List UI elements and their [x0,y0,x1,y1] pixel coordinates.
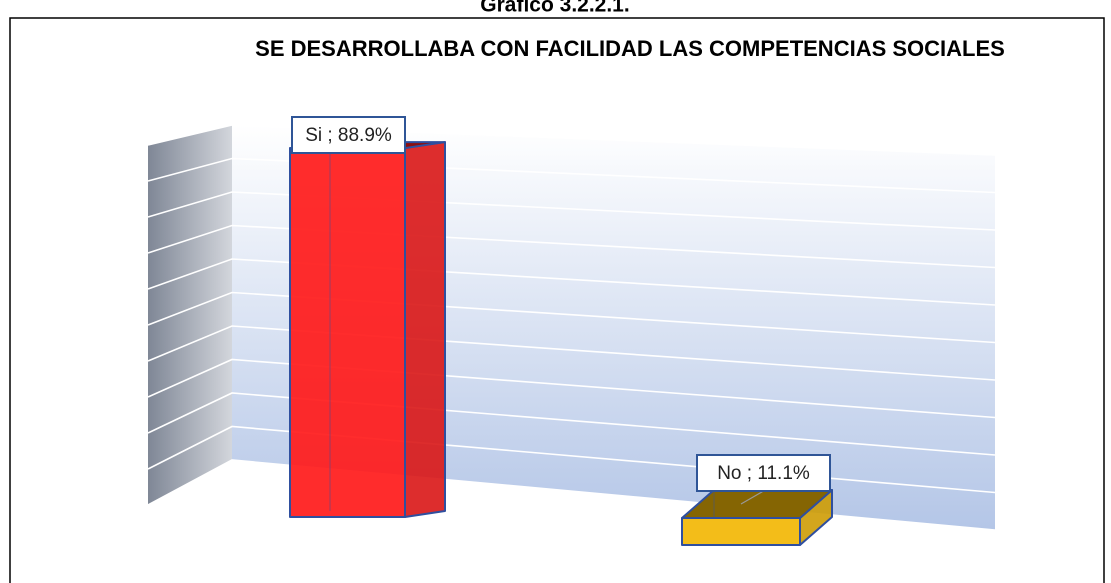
bar [681,489,833,546]
chart-title: SE DESARROLLABA CON FACILIDAD LAS COMPET… [255,36,1005,61]
grid-line [147,157,996,194]
grid-line [147,224,996,269]
label-box [291,116,406,154]
side-wall [148,125,232,505]
bar-front [289,147,406,518]
bar [289,141,446,518]
grid-line [147,258,996,306]
grid-line [147,392,996,456]
data-label: No ; 11.1% [717,463,810,484]
label-box [696,454,831,492]
bars: Si ; 88.9% No ; 11.1% [289,116,833,546]
bar-side [404,141,446,518]
grid-line [147,358,996,419]
grid-line [147,191,996,231]
leader-line [740,490,764,505]
grid-line [147,325,996,381]
grid-line [147,124,996,156]
grid-line [147,291,996,344]
chart-border [9,17,1105,583]
data-label: Si ; 88.9% [305,125,392,146]
caption: Gráfico 3.2.2.1. [480,0,629,17]
bar-front [681,517,801,546]
